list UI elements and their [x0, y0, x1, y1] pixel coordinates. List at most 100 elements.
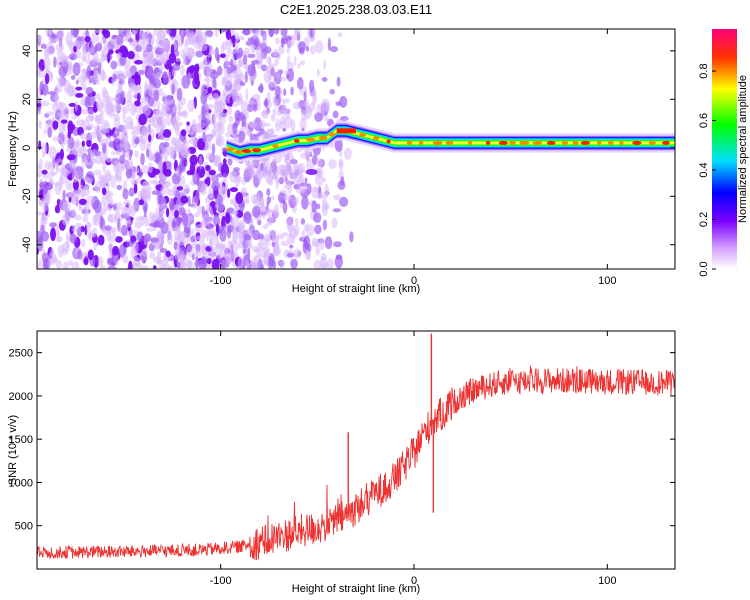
noise-blob: [235, 92, 243, 104]
noise-blob: [47, 127, 52, 139]
noise-blob: [290, 86, 294, 96]
noise-blob: [309, 102, 316, 112]
noise-blob: [94, 150, 101, 157]
noise-blob: [176, 257, 185, 269]
noise-blob: [241, 121, 246, 128]
noise-blob: [130, 103, 137, 117]
noise-blob: [116, 184, 123, 191]
noise-blob: [169, 197, 175, 211]
noise-blob: [252, 205, 261, 218]
noise-blob: [160, 184, 169, 195]
y-tick-label: -20: [21, 188, 33, 204]
y-tick-label: 20: [21, 93, 33, 105]
noise-blob: [38, 140, 42, 151]
noise-blob: [301, 229, 305, 241]
noise-blob: [290, 119, 296, 133]
spectrogram-x-label: Height of straight line (km): [292, 283, 420, 295]
noise-blob: [156, 111, 164, 117]
noise-blob: [73, 29, 79, 38]
noise-blob: [71, 115, 78, 120]
noise-blob: [235, 176, 243, 183]
noise-blob: [265, 65, 273, 71]
noise-blob: [184, 184, 190, 194]
noise-blob: [166, 115, 172, 126]
ridge-peak: [485, 140, 491, 145]
noise-blob: [48, 251, 57, 266]
ridge-peak: [336, 128, 356, 134]
noise-blob: [83, 210, 90, 216]
noise-blob: [125, 214, 131, 225]
noise-blob: [74, 100, 78, 112]
noise-blob: [166, 207, 170, 218]
noise-blob: [238, 57, 242, 68]
noise-blob: [73, 45, 77, 53]
ridge-peak: [318, 136, 328, 141]
noise-blob: [138, 199, 144, 206]
noise-blob: [153, 78, 161, 89]
noise-blob: [271, 195, 275, 201]
noise-blob: [218, 100, 227, 106]
noise-blob: [215, 29, 219, 38]
noise-blob: [252, 93, 261, 100]
noise-blob: [145, 83, 154, 91]
noise-blob: [129, 162, 134, 171]
noise-blob: [292, 196, 299, 206]
noise-blob: [86, 114, 94, 123]
noise-blob: [268, 229, 277, 236]
noise-blob: [243, 29, 251, 36]
ridge-peak: [328, 132, 336, 137]
snr-y-label: SNR (10 * v/v): [7, 415, 19, 485]
noise-blob: [149, 252, 156, 259]
noise-blob: [261, 64, 268, 72]
noise-blob: [55, 158, 60, 173]
noise-blob: [140, 153, 145, 166]
noise-blob: [195, 250, 202, 257]
noise-blob: [205, 137, 212, 151]
ridge-peak: [251, 148, 262, 153]
noise-blob: [141, 96, 149, 104]
noise-blob: [280, 115, 286, 125]
noise-blob: [53, 56, 57, 68]
ridge-peak: [359, 132, 366, 137]
noise-blob: [253, 117, 263, 132]
noise-blob: [178, 239, 187, 246]
noise-blob: [300, 152, 308, 159]
noise-blob: [37, 259, 43, 269]
noise-blob: [165, 250, 171, 258]
noise-blob: [128, 82, 137, 90]
noise-blob: [247, 53, 256, 59]
noise-blob: [252, 229, 261, 241]
y-tick-label: 40: [21, 45, 33, 57]
spectrogram-x-axis: -100 0 100: [210, 29, 617, 287]
noise-blob: [213, 115, 216, 129]
x-tick-label: 0: [411, 575, 417, 587]
snr-frame: [36, 330, 676, 570]
noise-blob: [186, 244, 194, 258]
noise-blob: [248, 120, 258, 128]
noise-blob: [62, 189, 66, 201]
noise-blob: [306, 183, 312, 195]
noise-blob: [45, 192, 49, 207]
x-tick-label: 100: [598, 275, 616, 287]
noise-blob: [215, 155, 222, 163]
noise-blob: [62, 201, 71, 214]
noise-blob: [304, 177, 308, 184]
noise-blob: [244, 194, 250, 204]
noise-blob: [284, 153, 290, 161]
noise-blob: [118, 226, 122, 234]
ridge-peak: [546, 140, 556, 145]
noise-blob: [141, 248, 148, 257]
noise-blob: [253, 194, 260, 206]
noise-blob: [103, 44, 110, 51]
noise-blob: [245, 159, 250, 167]
noise-blob: [205, 76, 210, 90]
noise-blob: [97, 234, 105, 246]
noise-blob: [228, 115, 234, 123]
noise-blob: [279, 77, 287, 82]
noise-blob: [181, 213, 189, 226]
noise-blob: [163, 254, 167, 267]
noise-blob: [222, 158, 227, 165]
noise-blob: [146, 148, 150, 158]
snr-panel: -100 0 100 500 1000 1500 2000 2500 Height of s…: [7, 330, 676, 595]
noise-blob: [179, 111, 187, 117]
